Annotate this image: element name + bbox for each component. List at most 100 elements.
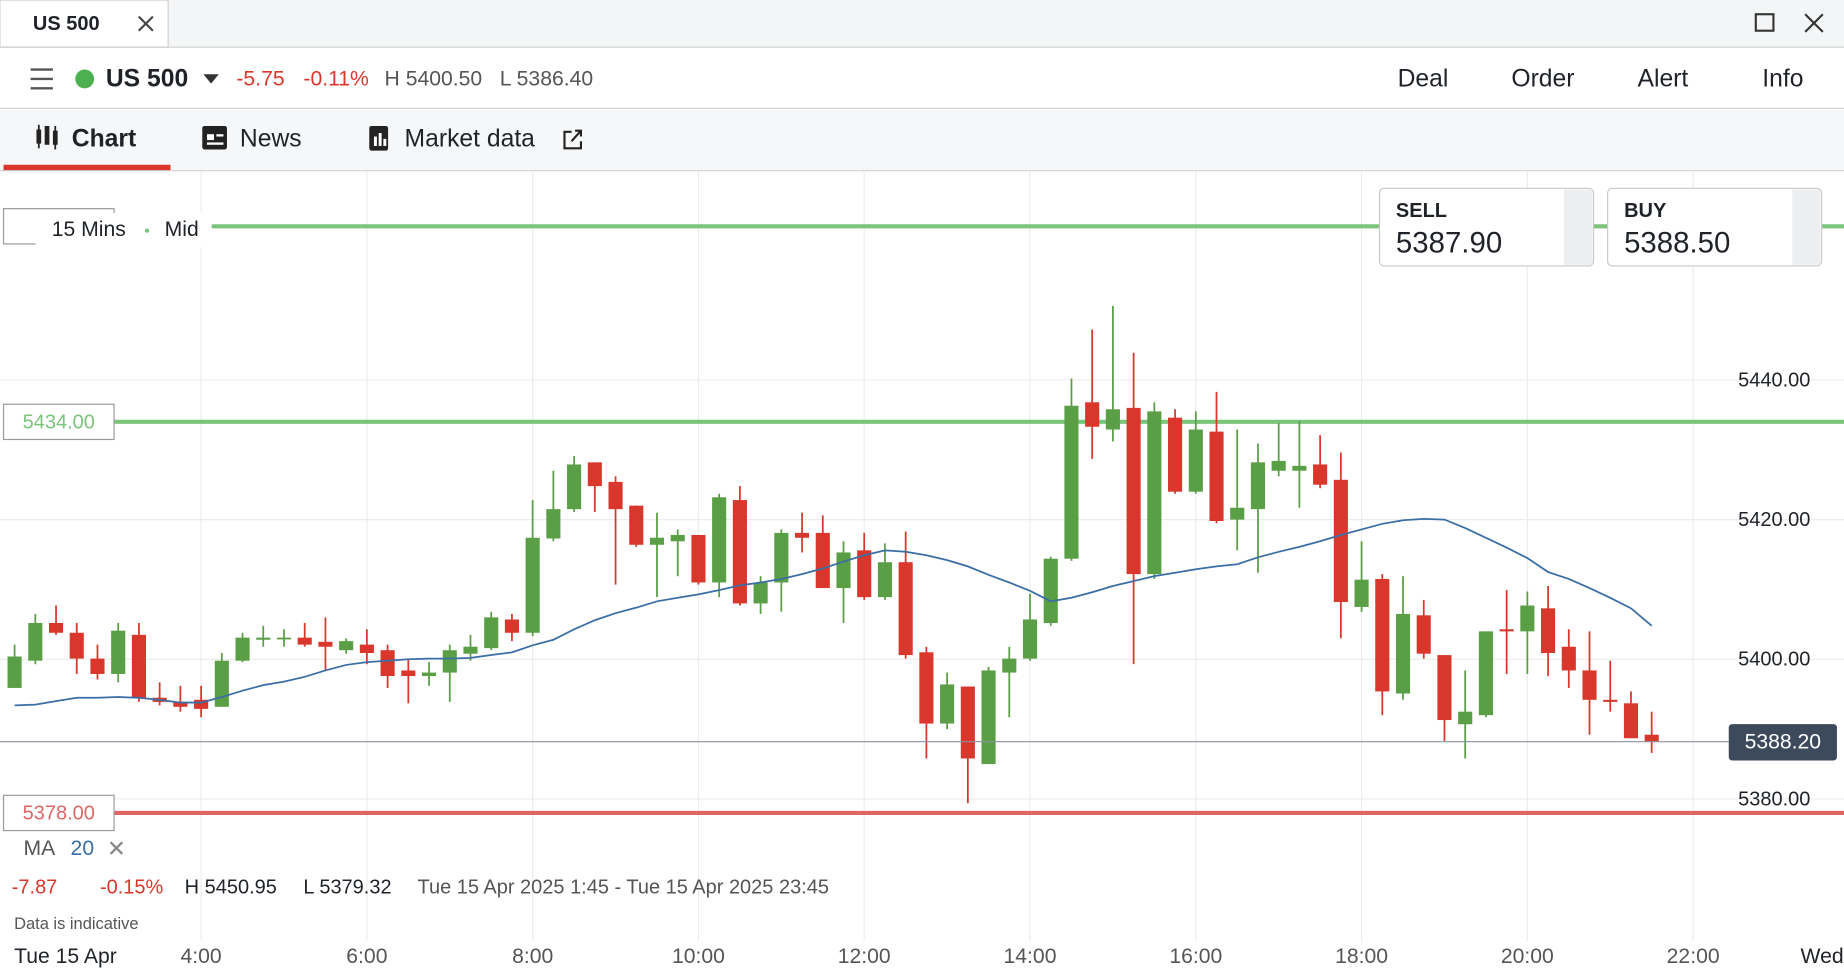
interval[interactable]: 15 Mins xyxy=(52,218,126,241)
candle-body xyxy=(1085,402,1100,427)
buy-box[interactable] xyxy=(1607,187,1823,267)
alert-button[interactable]: Alert xyxy=(1638,66,1689,93)
candle-body xyxy=(1250,462,1266,510)
change: -5.75 xyxy=(236,68,284,91)
instrument-name[interactable]: US 500 xyxy=(106,66,188,93)
candle-body xyxy=(587,462,602,487)
indicator-name: MA xyxy=(24,837,57,860)
sell-box[interactable] xyxy=(1378,187,1595,267)
market-open-dot xyxy=(75,69,95,89)
x-tick-label: 16:00 xyxy=(1169,945,1222,968)
sell-label: SELL xyxy=(1396,200,1447,222)
x-tick-label: 20:00 xyxy=(1501,945,1554,968)
candle-body xyxy=(629,505,644,545)
market-data-tab-icon xyxy=(369,125,389,151)
news-tab[interactable]: News xyxy=(240,126,302,153)
price-type[interactable]: Mid xyxy=(165,218,199,241)
x-tick-label: 22:00 xyxy=(1667,945,1720,968)
candle-body xyxy=(1416,615,1431,654)
candle-body xyxy=(1064,405,1079,559)
candle-body xyxy=(1520,605,1535,632)
indicator-period[interactable]: 20 xyxy=(71,837,95,860)
order-button[interactable]: Order xyxy=(1511,66,1574,93)
candle-body xyxy=(1126,407,1141,575)
candle-body xyxy=(898,562,913,656)
candle-body xyxy=(877,562,893,598)
candle-body xyxy=(1623,703,1639,739)
candle-body xyxy=(194,699,209,709)
candle-body xyxy=(90,658,105,674)
candles xyxy=(7,305,1659,804)
candle-body xyxy=(214,660,229,707)
y-tick-label: 5440.00 xyxy=(1738,369,1810,391)
candle-body xyxy=(608,481,623,510)
buy-price: 5388.50 xyxy=(1624,227,1730,260)
y-tick-label: 5420.00 xyxy=(1738,509,1810,531)
candle-body xyxy=(1478,631,1493,716)
info-button[interactable]: Info xyxy=(1762,66,1803,93)
y-tick-label: 5380.00 xyxy=(1738,788,1810,810)
candle-body xyxy=(442,650,457,673)
candle-body xyxy=(1147,411,1162,575)
candle-body xyxy=(401,670,416,677)
external-link-icon[interactable] xyxy=(563,129,583,150)
period-low: L 5379.32 xyxy=(303,876,391,898)
tab-bar xyxy=(0,109,1844,171)
tab-close-icon[interactable] xyxy=(138,15,154,32)
candle-body xyxy=(960,686,975,759)
market-data-tab[interactable]: Market data xyxy=(405,126,536,153)
chart-tab-icon xyxy=(36,124,58,150)
period-range: Tue 15 Apr 2025 1:45 - Tue 15 Apr 2025 2… xyxy=(417,876,828,898)
candle-body xyxy=(857,550,872,598)
period-change-pct: -0.15% xyxy=(100,876,164,898)
candle-body xyxy=(1043,558,1058,623)
x-tick-label: 8:00 xyxy=(512,945,553,968)
tab[interactable] xyxy=(0,0,169,48)
candle-body xyxy=(1002,658,1017,673)
candle-body xyxy=(1188,429,1203,492)
candle-body xyxy=(1271,460,1286,471)
candle-body xyxy=(1395,613,1411,694)
candle-body xyxy=(69,632,84,659)
buy-label: BUY xyxy=(1624,200,1666,222)
candle-body xyxy=(276,637,292,640)
candle-body xyxy=(1209,431,1224,522)
x-tick-label: 12:00 xyxy=(838,945,891,968)
moving-average xyxy=(14,517,1653,707)
x-tick-label: 6:00 xyxy=(346,945,387,968)
candle-body xyxy=(1168,417,1183,492)
title-bar xyxy=(0,0,1844,48)
candle-body xyxy=(48,622,64,633)
price-level-tag xyxy=(2,794,115,832)
candle-body xyxy=(28,622,43,661)
x-tick-label: 18:00 xyxy=(1335,945,1388,968)
chart-tab[interactable]: Chart xyxy=(72,126,136,153)
candle-body xyxy=(7,656,22,688)
tab-title: US 500 xyxy=(33,13,100,35)
interval-selector[interactable] xyxy=(35,212,212,248)
candle-body xyxy=(1499,629,1514,632)
remove-indicator-icon[interactable] xyxy=(109,841,124,855)
deal-button[interactable]: Deal xyxy=(1398,66,1449,93)
candle-body xyxy=(1333,479,1348,603)
separator-dot xyxy=(144,228,150,233)
day-low: L 5386.40 xyxy=(500,68,593,91)
date-label: Tue 15 Apr xyxy=(14,945,117,968)
candle-body xyxy=(774,532,789,583)
candle-body xyxy=(339,641,354,651)
last-price-tag xyxy=(1728,724,1837,761)
x-tick-label: 14:00 xyxy=(1004,945,1057,968)
candle-body xyxy=(670,534,685,542)
candle-body xyxy=(691,534,706,583)
x-tick-label: 4:00 xyxy=(181,945,222,968)
maximize-icon[interactable] xyxy=(1754,13,1775,32)
menu-icon[interactable] xyxy=(30,68,53,90)
candle-body xyxy=(463,646,478,654)
candle-body xyxy=(525,537,540,633)
window-close-icon[interactable] xyxy=(1804,13,1824,33)
dropdown-icon[interactable] xyxy=(203,74,219,84)
candle-body xyxy=(1105,409,1120,430)
candle-body xyxy=(504,619,519,633)
price-level-tag xyxy=(2,403,115,441)
candle-body xyxy=(1354,579,1369,607)
